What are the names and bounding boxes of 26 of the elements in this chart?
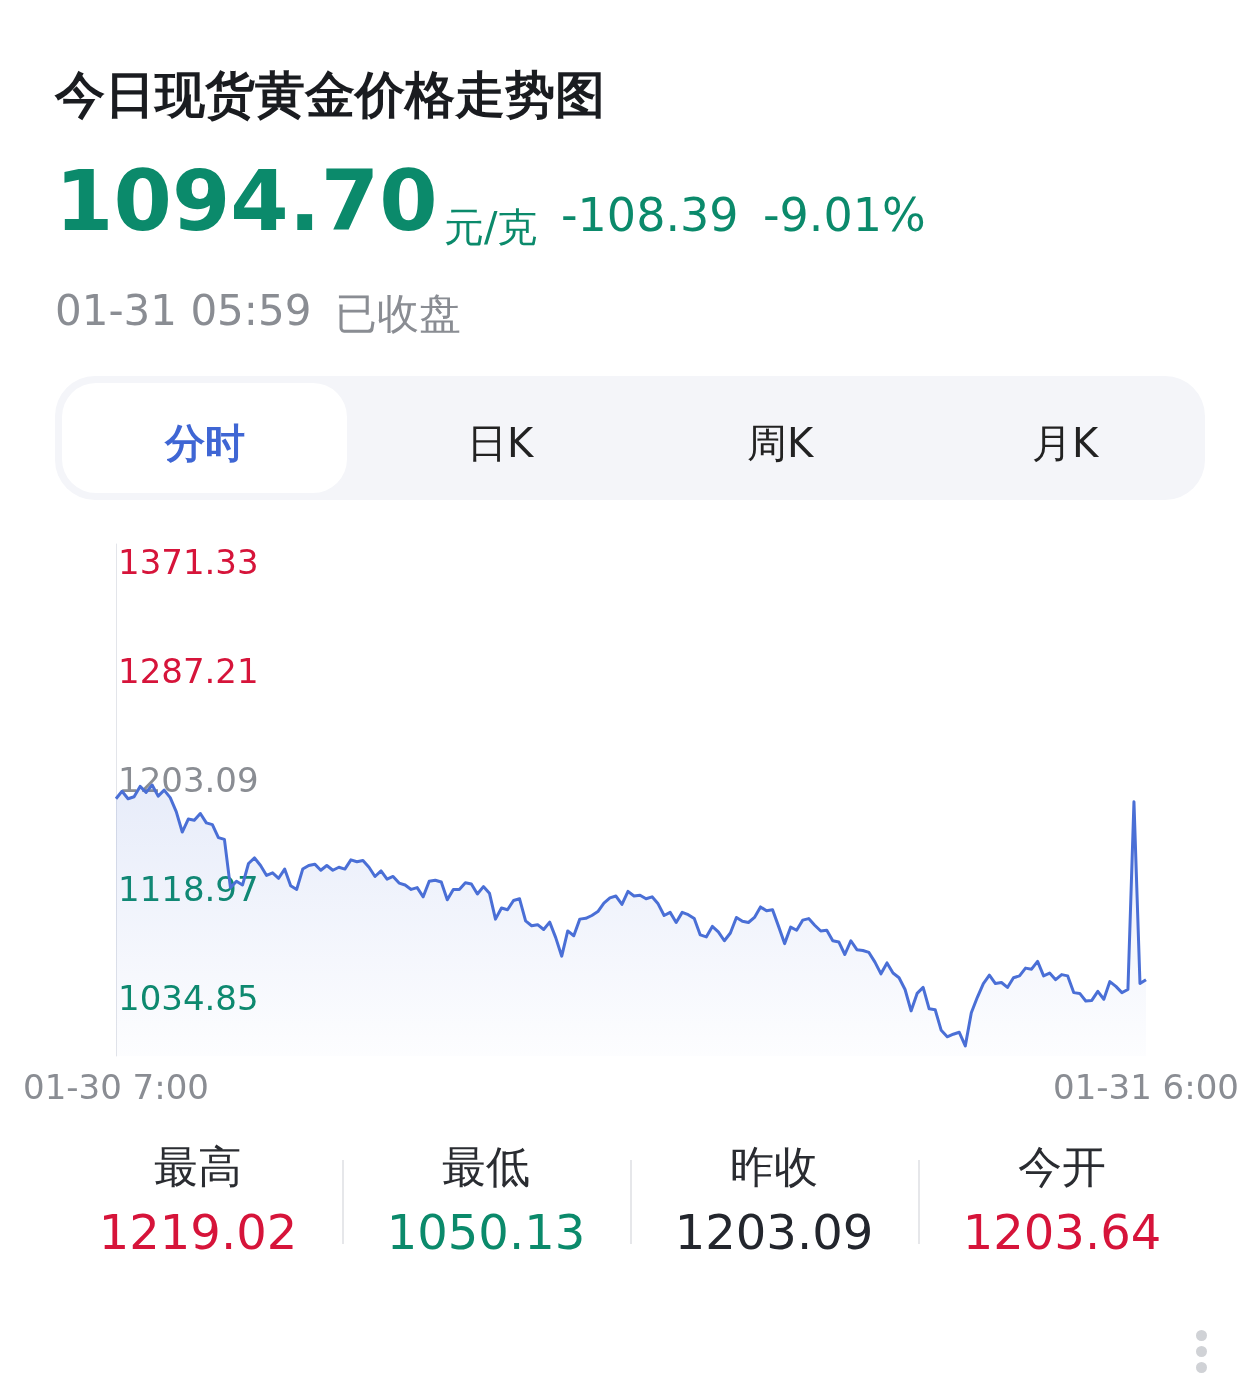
text: -9.01%	[763, 188, 926, 242]
text: -108.39	[561, 188, 739, 242]
chart-title: 今日现货黄金价格走势图	[55, 65, 605, 126]
text: 最高	[153, 1140, 243, 1194]
text: 已收盘	[335, 288, 461, 340]
text: 01-31 05:59	[55, 286, 312, 335]
text: 1094.70	[55, 152, 438, 250]
y-tick-label: 1034.85	[118, 977, 259, 1018]
y-tick-label: 1118.97	[118, 868, 259, 909]
text: 周K	[745, 419, 815, 468]
text: 今开	[1017, 1140, 1107, 1194]
text: 1203.64	[961, 1204, 1163, 1260]
text: 元/克	[444, 203, 538, 252]
text: 1203.09	[673, 1204, 875, 1260]
text: 最低	[441, 1140, 531, 1194]
x-tick-label: 01-30 7:00	[23, 1067, 209, 1107]
text: 昨收	[729, 1140, 819, 1194]
y-tick-label: 1371.33	[118, 541, 259, 582]
x-tick-label: 01-31 6:00	[1053, 1067, 1239, 1107]
text: 1219.02	[97, 1204, 299, 1260]
y-tick-label: 1287.21	[118, 650, 259, 691]
y-tick-label: 1203.09	[118, 759, 259, 800]
text: 日K	[465, 419, 535, 468]
text: 1050.13	[385, 1204, 587, 1260]
text: 月K	[1030, 419, 1100, 468]
text: 分时	[163, 419, 246, 468]
